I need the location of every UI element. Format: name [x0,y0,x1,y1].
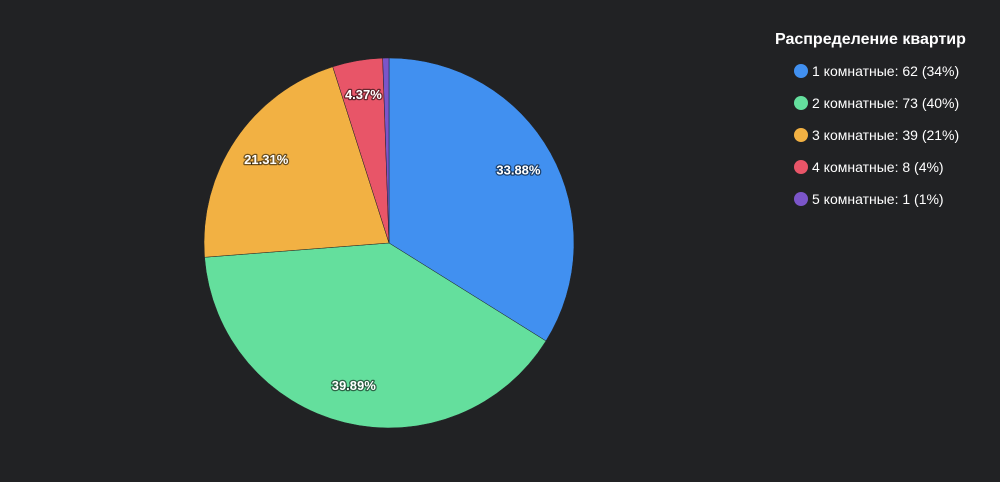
legend-item-1-rooms[interactable]: 1 комнатные: 62 (34%) [794,61,990,81]
legend-label: 5 комнатные: 1 (1%) [812,191,944,207]
pie-slice-3-rooms[interactable] [203,66,390,258]
legend-swatch-icon [794,192,808,206]
legend-label: 3 комнатные: 39 (21%) [812,127,960,143]
legend: Распределение квартир 1 комнатные: 62 (3… [770,31,990,221]
legend-label: 1 комнатные: 62 (34%) [812,63,960,79]
legend-title: Распределение квартир [775,31,966,48]
legend-label: 2 комнатные: 73 (40%) [812,95,960,111]
slice-label-3-rooms: 21.31% [244,152,289,167]
legend-swatch-icon [794,160,808,174]
legend-item-3-rooms[interactable]: 3 комнатные: 39 (21%) [794,125,990,145]
slice-label-2-rooms: 39.89% [332,378,377,393]
slice-label-1-rooms: 33.88% [496,163,541,178]
pie-slice-5-rooms[interactable] [382,57,390,244]
legend-swatch-icon [794,96,808,110]
legend-item-4-rooms[interactable]: 4 комнатные: 8 (4%) [794,157,990,177]
pie-slice-2-rooms[interactable] [204,242,547,429]
slice-label-4-rooms: 4.37% [345,87,382,102]
legend-swatch-icon [794,64,808,78]
legend-items: 1 комнатные: 62 (34%) 2 комнатные: 73 (40… [770,61,990,209]
legend-item-2-rooms[interactable]: 2 комнатные: 73 (40%) [794,93,990,113]
legend-swatch-icon [794,128,808,142]
legend-label: 4 комнатные: 8 (4%) [812,159,944,175]
legend-item-5-rooms[interactable]: 5 комнатные: 1 (1%) [794,189,990,209]
pie-slice-1-rooms[interactable] [388,57,575,342]
